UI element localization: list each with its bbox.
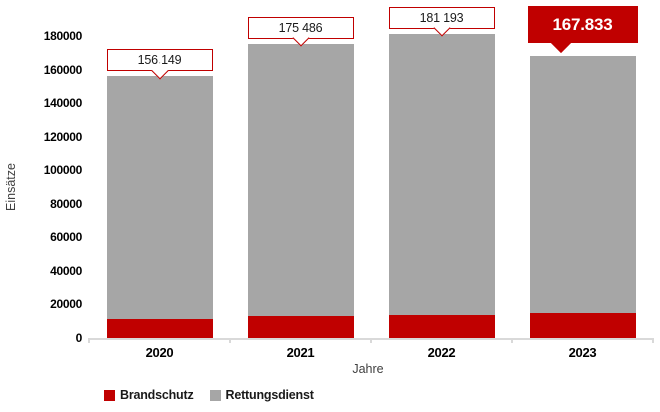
- callout-value: 175.486: [278, 20, 323, 35]
- callout-value: 156.149: [137, 53, 182, 68]
- y-tick-label-0: 0: [75, 331, 83, 345]
- bar-segment-brandschutz-2021: [247, 316, 354, 338]
- value-callout-2023: 167.833: [527, 6, 638, 54]
- y-tick-label-40000: 40000: [50, 263, 82, 278]
- value-callout-2020: 156.149: [106, 49, 213, 80]
- x-tick-2020: 2020: [145, 345, 174, 360]
- legend-label: Brandschutz: [120, 388, 194, 402]
- bar-segment-brandschutz-2023: [529, 312, 636, 338]
- bar-segment-rettungsdienst-2023: [529, 56, 636, 313]
- y-tick-label-100000: 100000: [43, 163, 83, 178]
- x-axis-tick-mark: [229, 338, 231, 343]
- y-tick-label-160000: 160000: [43, 62, 83, 77]
- x-axis-tick-mark: [652, 338, 654, 343]
- y-tick-label-180000: 180000: [43, 29, 83, 43]
- x-tick-2023: 2023: [568, 345, 597, 360]
- x-axis-tick-mark: [88, 338, 90, 343]
- value-callout-2021: 175.486: [247, 16, 354, 47]
- bar-segment-rettungsdienst-2022: [388, 33, 495, 316]
- callout-value: 181.193: [419, 10, 464, 25]
- legend-item-brandschutz: Brandschutz: [104, 388, 194, 402]
- legend-swatch-brandschutz: [104, 389, 115, 401]
- y-tick-label-140000: 140000: [43, 96, 83, 111]
- y-tick-label-20000: 20000: [50, 297, 82, 312]
- legend-item-rettungsdienst: Rettungsdienst: [209, 388, 314, 402]
- bar-segment-brandschutz-2022: [388, 315, 495, 338]
- y-tick-label-60000: 60000: [50, 230, 82, 245]
- y-tick-label-120000: 120000: [43, 129, 83, 144]
- x-tick-2021: 2021: [286, 345, 315, 360]
- bar-segment-brandschutz-2020: [106, 318, 213, 338]
- legend: Brandschutz Rettungsdienst: [104, 388, 314, 402]
- legend-swatch-rettungsdienst: [209, 389, 221, 401]
- callout-value: 167.833: [552, 14, 613, 34]
- value-callout-2022: 181.193: [388, 6, 495, 37]
- legend-label: Rettungsdienst: [225, 388, 314, 402]
- bar-segment-rettungsdienst-2020: [106, 76, 213, 319]
- callout-pointer: [550, 32, 572, 54]
- y-tick-label-80000: 80000: [50, 196, 82, 211]
- x-tick-2022: 2022: [427, 345, 456, 360]
- x-axis-tick-mark: [370, 338, 372, 343]
- x-axis-title: Jahre: [352, 362, 384, 376]
- bar-segment-rettungsdienst-2021: [247, 43, 354, 317]
- x-axis-tick-mark: [511, 338, 513, 343]
